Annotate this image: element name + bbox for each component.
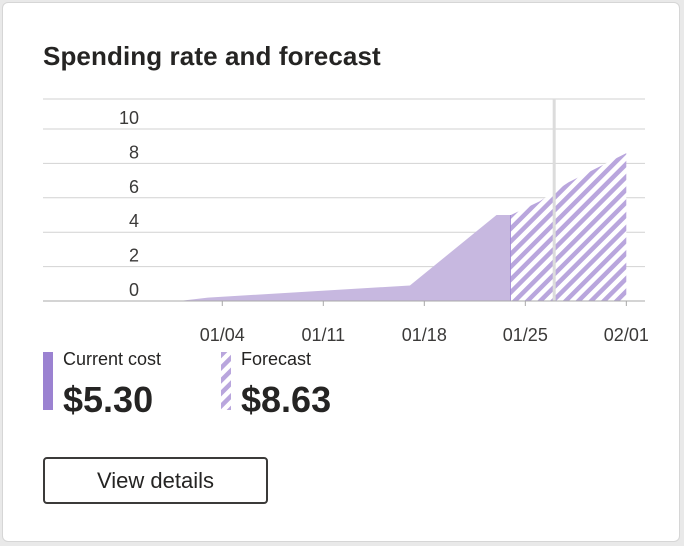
x-tick-label-01-25: 01/25 xyxy=(503,325,548,345)
y-tick-label-2: 2 xyxy=(129,246,139,266)
x-tick-label-02-01: 02/01 xyxy=(604,325,649,345)
current-cost-value: $5.30 xyxy=(63,379,154,420)
spending-chart: 0 2 4 6 8 10 01/04 01/11 01/18 01/25 02/01 xyxy=(43,95,649,345)
card-title: Spending rate and forecast xyxy=(43,41,381,71)
current-cost-label: Current cost xyxy=(63,349,162,369)
x-tick-label-01-11: 01/11 xyxy=(301,325,345,345)
x-tick-label-01-04: 01/04 xyxy=(200,325,245,345)
x-tick-label-01-18: 01/18 xyxy=(402,325,447,345)
view-details-button[interactable]: View details xyxy=(43,457,268,504)
y-tick-label-4: 4 xyxy=(129,211,139,231)
forecast-label: Forecast xyxy=(241,349,312,369)
y-tick-label-0: 0 xyxy=(129,280,139,300)
y-tick-label-8: 8 xyxy=(129,142,139,162)
spending-chart-svg: 0 2 4 6 8 10 01/04 01/11 01/18 01/25 02/01 xyxy=(43,98,649,345)
y-tick-label-6: 6 xyxy=(129,177,139,197)
y-tick-label-10: 10 xyxy=(119,108,139,128)
forecast-value: $8.63 xyxy=(241,379,332,420)
chart-legend: Current cost $5.30 Forecast $8.63 xyxy=(43,349,603,429)
forecast-swatch xyxy=(221,352,231,410)
current-cost-area xyxy=(179,215,511,301)
current-cost-swatch xyxy=(43,352,53,410)
forecast-area xyxy=(510,153,627,301)
